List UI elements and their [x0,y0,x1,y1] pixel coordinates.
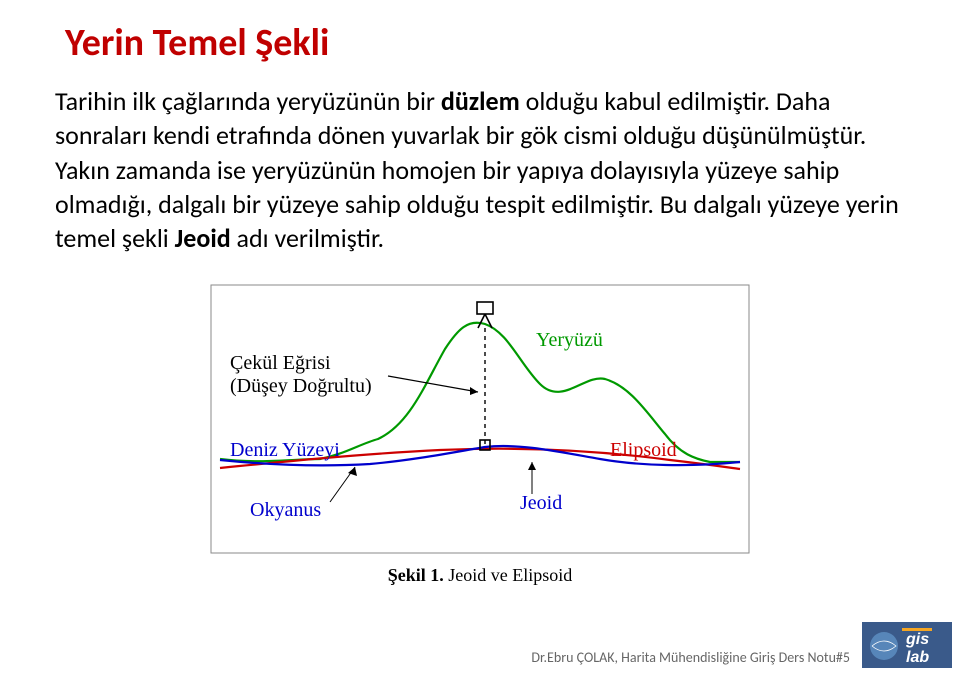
page-title: Yerin Temel Şekli [65,20,905,66]
jeoid-label: Jeoid [520,492,562,514]
deniz-label: Deniz Yüzeyi [230,439,340,461]
yeryuzu-label: Yeryüzü [536,329,603,351]
diagram-caption: Şekil 1. Jeoid ve Elipsoid [210,565,750,586]
geoid-diagram: Çekül Eğrisi (Düşey Doğrultu) Yeryüzü De… [210,284,750,554]
body-paragraph: Tarihin ilk çağlarında yeryüzünün bir dü… [55,84,905,256]
p-bold-1: düzlem [441,85,526,117]
p-bold-2: Jeoid [175,222,237,254]
elipsoid-label: Elipsoid [610,439,677,461]
cekul-arrow-head [470,387,478,395]
gis-lab-logo: gis lab [862,622,952,668]
dusey-label: (Düşey Doğrultu) [230,375,372,397]
logo-accent [902,628,932,631]
okyanus-label: Okyanus [250,499,321,521]
p-text-3: adı verilmiştir. [237,222,385,254]
caption-bold: Şekil 1. [388,565,449,585]
jeoid-pointer-head [528,462,536,470]
caption-rest: Jeoid ve Elipsoid [448,565,572,585]
slide: Yerin Temel Şekli Tarihin ilk çağlarında… [0,0,960,674]
logo-text-bottom: lab [906,649,929,666]
p-text-1: Tarihin ilk çağlarında yeryüzünün bir [55,85,441,117]
diagram-container: Çekül Eğrisi (Düşey Doğrultu) Yeryüzü De… [55,284,905,586]
logo-globe [870,632,898,660]
cekul-arrow-line [388,376,478,392]
diagram-block: Çekül Eğrisi (Düşey Doğrultu) Yeryüzü De… [210,284,750,586]
logo-text-top: gis [905,631,929,648]
footer-text: Dr.Ebru ÇOLAK, Harita Mühendisliğine Gir… [531,649,850,666]
cekul-label: Çekül Eğrisi [230,352,331,374]
